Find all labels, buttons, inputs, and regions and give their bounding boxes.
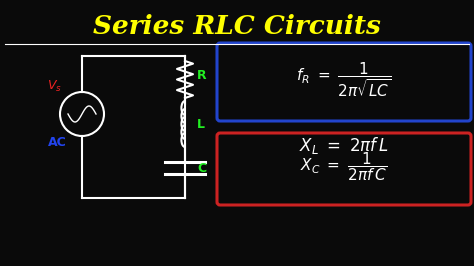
Text: $X_L\ =\ 2\pi f\,L$: $X_L\ =\ 2\pi f\,L$ [299,135,389,156]
Text: $V_s$: $V_s$ [46,78,62,94]
Text: R: R [197,69,207,82]
FancyBboxPatch shape [217,43,471,121]
FancyBboxPatch shape [217,133,471,205]
Text: $X_C\ =\ \dfrac{1}{2\pi f\,C}$: $X_C\ =\ \dfrac{1}{2\pi f\,C}$ [301,151,388,183]
Text: $f_R\ =\ \dfrac{1}{2\pi\sqrt{LC}}$: $f_R\ =\ \dfrac{1}{2\pi\sqrt{LC}}$ [296,61,392,99]
Text: AC: AC [47,135,66,148]
Text: L: L [197,118,205,131]
Text: C: C [197,161,206,174]
Text: Series RLC Circuits: Series RLC Circuits [93,14,381,39]
